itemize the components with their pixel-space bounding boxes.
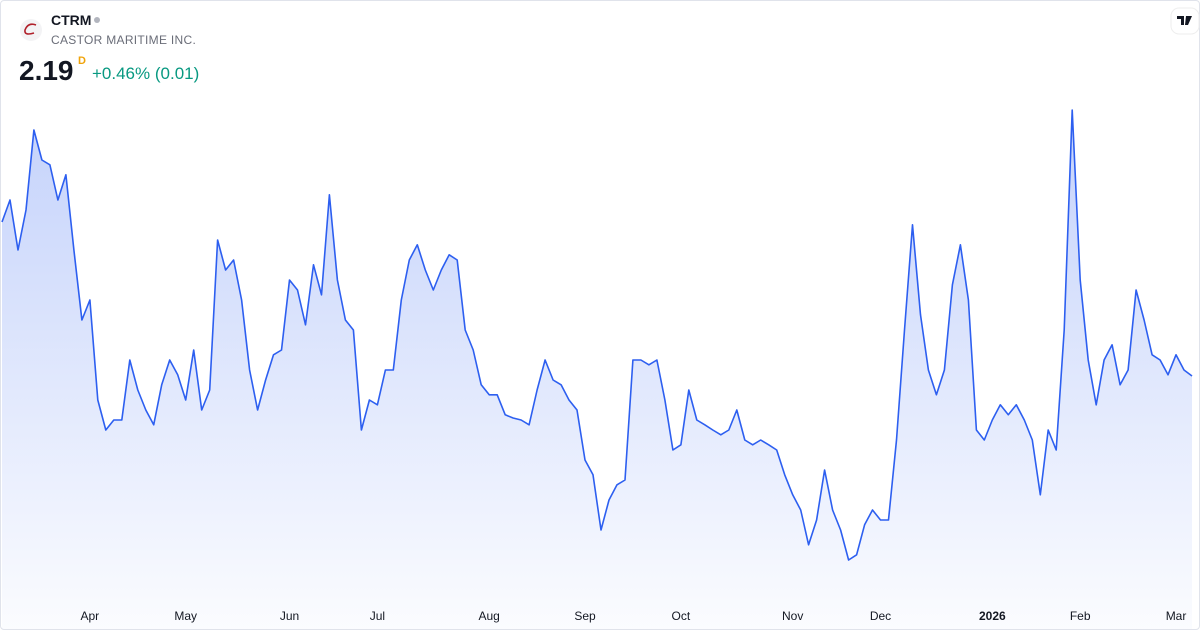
change: +0.46% (0.01) (92, 64, 200, 83)
x-tick-label: May (174, 609, 197, 623)
price-line (1, 109, 1193, 561)
tv-logo[interactable] (1170, 7, 1200, 35)
status-dot (94, 17, 100, 23)
logo (20, 19, 42, 41)
area-fill (2, 110, 1192, 629)
x-tick-label: Dec (870, 609, 891, 623)
x-tick-label: Apr (81, 609, 100, 623)
x-tick-label: Aug (479, 609, 500, 623)
x-tick-label: 2026 (979, 609, 1006, 623)
interval: D (78, 55, 86, 67)
symbol[interactable]: CTRM (51, 12, 92, 28)
x-tick-label: Jun (280, 609, 299, 623)
x-tick-label: Mar (1166, 609, 1187, 623)
x-tick-label: Feb (1070, 609, 1091, 623)
x-tick-label: Oct (672, 609, 691, 623)
x-tick-label: Sep (574, 609, 596, 623)
price: 2.19 (19, 55, 74, 86)
x-tick-label: Jul (370, 609, 385, 623)
company-name: CASTOR MARITIME INC. (51, 33, 197, 47)
x-tick-label: Nov (782, 609, 803, 623)
